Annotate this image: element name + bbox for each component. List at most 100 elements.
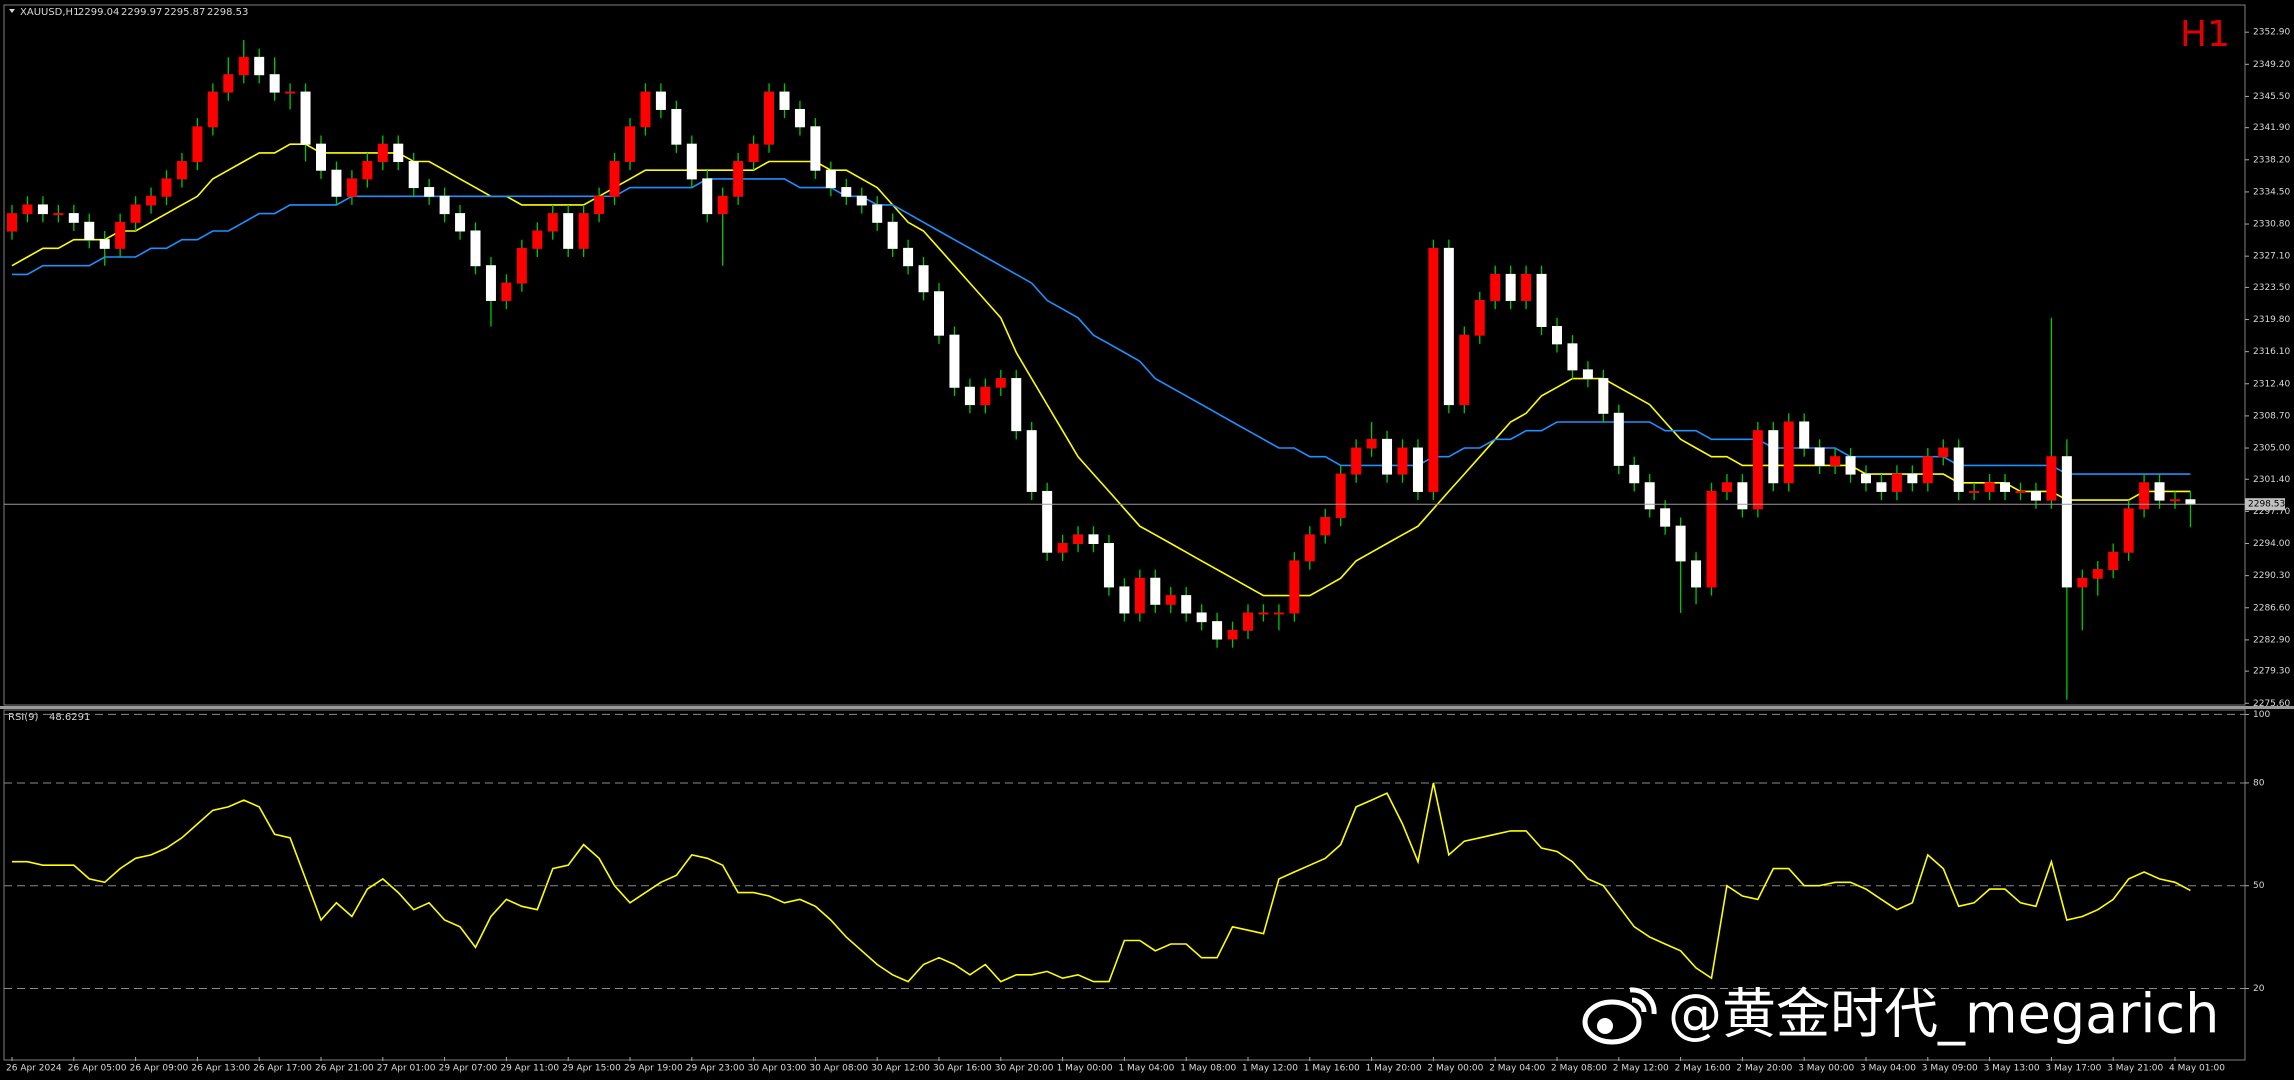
candle-body — [1984, 482, 1995, 492]
x-tick-label: 2 May 20:00 — [1736, 1064, 1792, 1074]
y-tick-label: 2330.80 — [2253, 220, 2290, 230]
candle-body — [269, 74, 280, 93]
x-tick-label: 26 Apr 17:00 — [253, 1064, 312, 1074]
candle-body — [161, 178, 172, 197]
x-tick-label: 30 Apr 16:00 — [933, 1064, 992, 1074]
candle-body — [563, 213, 574, 249]
candle-body — [1814, 447, 1825, 466]
candle-body — [470, 230, 481, 267]
candle-body — [609, 161, 620, 197]
candle-body — [1737, 482, 1748, 510]
price-label: 2298.53 — [2248, 500, 2285, 510]
candle-body — [1428, 247, 1439, 492]
candle-body — [671, 108, 682, 145]
x-tick-label: 30 Apr 08:00 — [809, 1064, 868, 1074]
candle-body — [346, 178, 357, 197]
candle-body — [1536, 273, 1547, 327]
candle-body — [1783, 421, 1794, 484]
x-tick-label: 26 Apr 2024 — [6, 1064, 62, 1074]
x-tick-label: 30 Apr 20:00 — [995, 1064, 1054, 1074]
x-tick-label: 26 Apr 13:00 — [191, 1064, 250, 1074]
candle-body — [1258, 612, 1269, 615]
weibo-logo-waves — [1629, 987, 1657, 1015]
candle-body — [2061, 456, 2072, 588]
candle-body — [1011, 378, 1022, 432]
moving-average — [12, 178, 2191, 475]
candle-body — [594, 195, 605, 215]
y-tick-label: 2301.40 — [2253, 475, 2290, 485]
candle-body — [1490, 273, 1501, 301]
y-tick-label: 2275.60 — [2253, 699, 2290, 709]
candle-body — [377, 143, 388, 163]
candle-body — [1845, 456, 1856, 475]
candle-body — [1397, 447, 1408, 475]
candle-body — [625, 126, 635, 163]
candle-body — [68, 213, 79, 223]
y-tick-label: 2334.50 — [2253, 187, 2290, 197]
x-tick-label: 29 Apr 23:00 — [686, 1064, 745, 1074]
candle-body — [2030, 490, 2041, 501]
x-tick-label: 2 May 16:00 — [1675, 1064, 1731, 1074]
rsi-value: 48.6291 — [49, 712, 90, 723]
x-tick-label: 29 Apr 19:00 — [624, 1064, 683, 1074]
price-label-box — [2245, 498, 2285, 511]
candle-body — [331, 169, 342, 197]
candle-body — [115, 221, 126, 249]
candle-body — [99, 239, 110, 249]
candle-body — [455, 213, 466, 232]
y-tick-label: 2282.90 — [2253, 635, 2290, 645]
candle-body — [393, 143, 404, 163]
x-tick-label: 1 May 08:00 — [1180, 1064, 1236, 1074]
candle-body — [1459, 334, 1470, 406]
candle-body — [1150, 577, 1161, 605]
candle-body — [1505, 273, 1516, 301]
candle-body — [1196, 612, 1207, 623]
candle-body — [207, 91, 218, 128]
candle-body — [934, 291, 944, 336]
candle-body — [1273, 612, 1284, 615]
candle-body — [1891, 473, 1902, 492]
candle-body — [1320, 516, 1331, 536]
x-tick-label: 2 May 08:00 — [1551, 1064, 1607, 1074]
x-tick-label: 3 May 13:00 — [1984, 1064, 2040, 1074]
candle-body — [439, 195, 450, 215]
x-tick-label: 4 May 01:00 — [2169, 1064, 2225, 1074]
candle-body — [2015, 490, 2026, 493]
x-tick-label: 2 May 00:00 — [1427, 1064, 1483, 1074]
y-tick-label: 2327.10 — [2253, 252, 2290, 262]
candle-body — [1073, 534, 1084, 545]
x-tick-label: 3 May 04:00 — [1860, 1064, 1916, 1074]
x-tick-label: 30 Apr 12:00 — [871, 1064, 930, 1074]
y-tick-label: 20 — [2253, 984, 2265, 994]
candle-body — [485, 265, 496, 301]
x-tick-label: 26 Apr 21:00 — [315, 1064, 374, 1074]
candle-body — [2185, 499, 2196, 505]
y-tick-label: 50 — [2253, 881, 2265, 891]
x-tick-label: 26 Apr 05:00 — [68, 1064, 127, 1074]
candle-body — [640, 91, 651, 128]
y-tick-label: 2319.80 — [2253, 315, 2290, 325]
y-tick-label: 2305.00 — [2253, 444, 2290, 454]
candle-body — [1412, 447, 1423, 492]
y-tick-label: 2352.90 — [2253, 28, 2290, 38]
x-tick-label: 27 Apr 01:00 — [377, 1064, 436, 1074]
candle-body — [1443, 247, 1454, 406]
candle-body — [1088, 534, 1099, 545]
candle-body — [1721, 482, 1732, 492]
candle-body — [1613, 412, 1624, 466]
weibo-logo-body — [1582, 999, 1642, 1045]
candle-body — [686, 143, 697, 180]
y-tick-label: 2316.10 — [2253, 347, 2290, 357]
candle-body — [1521, 273, 1532, 301]
x-tick-label: 3 May 21:00 — [2107, 1064, 2163, 1074]
y-tick-label: 2297.70 — [2253, 507, 2290, 517]
candle-body — [825, 169, 836, 189]
candle-body — [1026, 430, 1037, 492]
candle-body — [316, 143, 326, 171]
candle-body — [1876, 482, 1887, 492]
timeframe-label: H1 — [2180, 14, 2230, 55]
x-tick-label: 30 Apr 03:00 — [748, 1064, 807, 1074]
candle-body — [1366, 438, 1377, 449]
candle-body — [918, 265, 929, 293]
candle-body — [300, 91, 311, 145]
